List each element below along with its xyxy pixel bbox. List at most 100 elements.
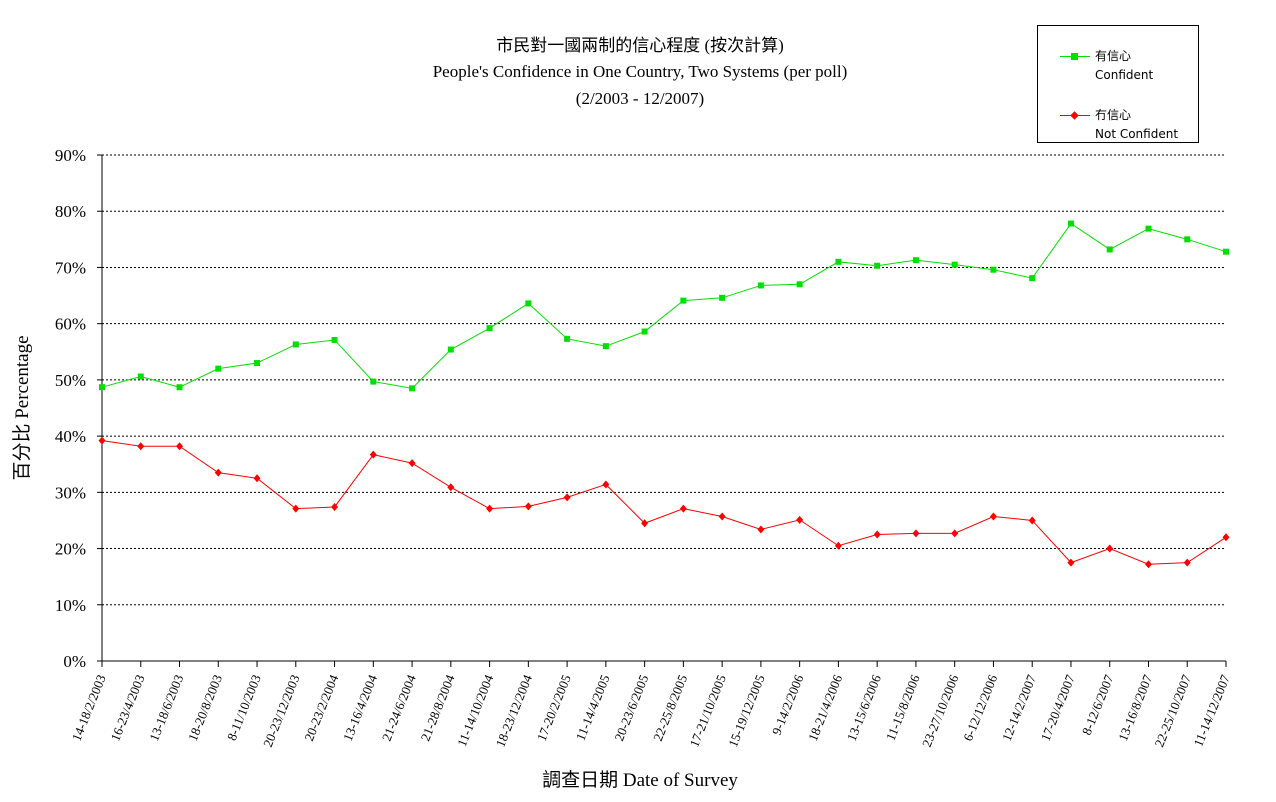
legend-item-not-confident: 冇信心 Not Confident <box>1038 97 1198 141</box>
y-tick-label: 10% <box>55 596 86 615</box>
x-tick-label: 6-12/12/2006 <box>960 672 1000 743</box>
data-point-not-confident <box>137 442 145 451</box>
x-tick-label: 11-15/8/2006 <box>883 672 923 743</box>
x-tick-label: 8-11/10/2003 <box>224 673 264 743</box>
data-point-not-confident <box>757 525 765 534</box>
data-point-confident <box>874 262 881 269</box>
data-point-confident <box>176 384 183 391</box>
data-point-not-confident <box>1183 558 1191 567</box>
data-point-confident <box>602 343 609 350</box>
x-tick-label: 11-14/12/2007 <box>1190 672 1233 749</box>
x-tick-label: 20-23/2/2004 <box>301 672 341 743</box>
x-tick-label: 17-20/4/2007 <box>1038 672 1078 743</box>
data-point-confident <box>1067 220 1074 227</box>
x-tick-label: 21-28/8/2004 <box>417 672 457 743</box>
y-tick-label: 80% <box>55 202 86 221</box>
data-point-confident <box>486 325 493 332</box>
data-point-not-confident <box>602 480 610 489</box>
x-tick-label: 15-19/12/2005 <box>725 673 768 750</box>
data-point-not-confident <box>989 512 997 521</box>
chart-title-en: People's Confidence in One Country, Two … <box>432 62 848 81</box>
chart-title-zh: 市民對一國兩制的信心程度 (按次計算) <box>496 36 784 55</box>
series-line-not-confident <box>101 440 1227 565</box>
data-point-not-confident <box>447 483 455 492</box>
data-point-confident <box>641 328 648 335</box>
legend-label-not-confident-zh: 冇信心 <box>1095 108 1132 122</box>
y-tick-label: 0% <box>63 652 86 671</box>
legend-label-confident-zh: 有信心 <box>1095 49 1132 63</box>
data-point-confident <box>796 281 803 288</box>
data-point-confident <box>254 360 261 367</box>
x-tick-label: 20-23/6/2005 <box>611 673 651 744</box>
x-tick-label: 13-16/8/2007 <box>1115 672 1155 743</box>
data-point-confident <box>447 346 454 353</box>
data-point-confident <box>99 384 105 391</box>
data-point-not-confident <box>1067 558 1075 567</box>
x-tick-label: 20-23/12/2003 <box>260 673 303 750</box>
legend-label-confident-en: Confident <box>1095 68 1154 82</box>
legend-marker-confident <box>1071 53 1078 60</box>
x-tick-label: 11-14/10/2004 <box>454 672 497 749</box>
x-tick-label: 18-20/8/2003 <box>185 673 225 744</box>
data-point-confident <box>1029 275 1036 282</box>
data-point-confident <box>757 282 764 289</box>
data-point-confident <box>331 336 338 343</box>
data-point-confident <box>951 261 958 268</box>
chart-subtitle: (2/2003 - 12/2007) <box>575 89 705 108</box>
x-tick-label: 18-23/12/2004 <box>493 672 536 749</box>
x-tick-label: 22-25/8/2005 <box>650 673 690 744</box>
data-point-not-confident <box>369 450 377 459</box>
x-tick-label: 13-18/6/2003 <box>146 673 186 744</box>
x-tick-label: 14-18/2/2003 <box>69 673 109 744</box>
data-point-confident <box>409 385 416 392</box>
legend-label-confident: 有信心 Confident <box>1095 47 1153 85</box>
data-point-not-confident <box>1144 560 1152 569</box>
y-tick-label: 90% <box>55 146 86 165</box>
y-tick-label: 70% <box>55 258 86 277</box>
data-point-not-confident <box>408 459 416 468</box>
data-point-confident <box>525 300 532 307</box>
y-tick-label: 60% <box>55 315 86 334</box>
data-point-not-confident <box>214 468 222 477</box>
x-tick-label: 11-14/4/2005 <box>573 673 613 743</box>
data-point-not-confident <box>796 515 804 524</box>
x-tick-label: 9-14/2/2006 <box>769 672 807 737</box>
data-point-not-confident <box>1028 516 1036 525</box>
data-point-confident <box>835 258 842 265</box>
data-point-confident <box>990 266 997 273</box>
data-point-confident <box>719 294 726 301</box>
data-point-not-confident <box>98 436 106 445</box>
x-tick-label: 17-20/2/2005 <box>534 673 574 744</box>
data-point-confident <box>137 373 144 380</box>
data-point-confident <box>370 378 377 385</box>
data-point-not-confident <box>253 474 261 483</box>
legend-label-not-confident: 冇信心 Not Confident <box>1095 106 1178 144</box>
data-point-not-confident <box>1222 533 1230 542</box>
data-point-confident <box>215 365 222 372</box>
x-tick-label: 18-21/4/2006 <box>805 672 845 743</box>
legend-label-not-confident-en: Not Confident <box>1095 127 1179 141</box>
data-point-confident <box>1223 248 1229 255</box>
y-tick-label: 30% <box>55 483 86 502</box>
data-point-not-confident <box>176 442 184 451</box>
data-point-not-confident <box>873 530 881 539</box>
data-point-confident <box>292 341 299 348</box>
data-point-confident <box>1145 225 1152 232</box>
x-tick-label: 13-15/6/2006 <box>844 672 884 743</box>
x-tick-label: 23-27/10/2006 <box>919 672 962 749</box>
data-point-confident <box>1106 246 1113 253</box>
data-point-not-confident <box>331 502 339 511</box>
x-tick-label: 13-16/4/2004 <box>340 672 380 743</box>
data-point-not-confident <box>524 502 532 511</box>
x-tick-label: 21-24/6/2004 <box>379 672 419 743</box>
series-line-confident <box>101 222 1227 389</box>
x-tick-label: 16-23/4/2003 <box>107 673 147 744</box>
data-point-not-confident <box>1106 544 1114 553</box>
data-point-confident <box>564 335 571 342</box>
x-tick-label: 8-12/6/2007 <box>1079 672 1117 737</box>
data-point-confident <box>912 257 919 264</box>
data-point-not-confident <box>679 504 687 513</box>
y-tick-label: 20% <box>55 540 86 559</box>
chart-legend: 有信心 Confident 冇信心 Not Confident <box>1037 25 1199 143</box>
